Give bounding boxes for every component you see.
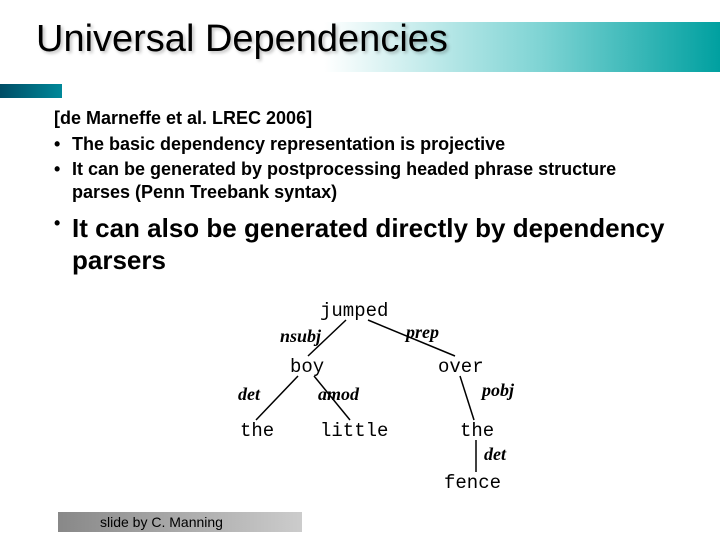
bullet-text: The basic dependency representation is p… — [72, 133, 505, 156]
footer-text: slide by C. Manning — [100, 514, 223, 530]
bullet-marker: • — [54, 133, 72, 156]
word-the-1: the — [240, 420, 274, 442]
page-title: Universal Dependencies — [36, 18, 448, 61]
word-jumped: jumped — [320, 300, 388, 322]
rel-det-1: det — [238, 384, 260, 405]
accent-block — [0, 84, 62, 98]
word-boy: boy — [290, 356, 324, 378]
word-the-2: the — [460, 420, 494, 442]
content-area: [de Marneffe et al. LREC 2006] • The bas… — [54, 108, 674, 278]
rel-nsubj: nsubj — [280, 326, 321, 347]
dependency-tree: jumped nsubj prep boy over det amod pobj… — [220, 300, 640, 510]
citation: [de Marneffe et al. LREC 2006] — [54, 108, 674, 129]
word-over: over — [438, 356, 484, 378]
bullet-marker: • — [54, 213, 72, 234]
rel-det-2: det — [484, 444, 506, 465]
bullet-3: • It can also be generated directly by d… — [54, 213, 674, 275]
bullet-2: • It can be generated by postprocessing … — [54, 158, 674, 203]
bullet-1: • The basic dependency representation is… — [54, 133, 674, 156]
word-little: little — [320, 420, 388, 442]
bullet-text: It can also be generated directly by dep… — [72, 213, 674, 275]
bullet-marker: • — [54, 158, 72, 181]
bullet-text: It can be generated by postprocessing he… — [72, 158, 674, 203]
rel-pobj: pobj — [482, 380, 514, 401]
footer-band: slide by C. Manning — [58, 512, 302, 532]
rel-prep: prep — [406, 322, 439, 343]
rel-amod: amod — [318, 384, 359, 405]
word-fence: fence — [444, 472, 501, 494]
